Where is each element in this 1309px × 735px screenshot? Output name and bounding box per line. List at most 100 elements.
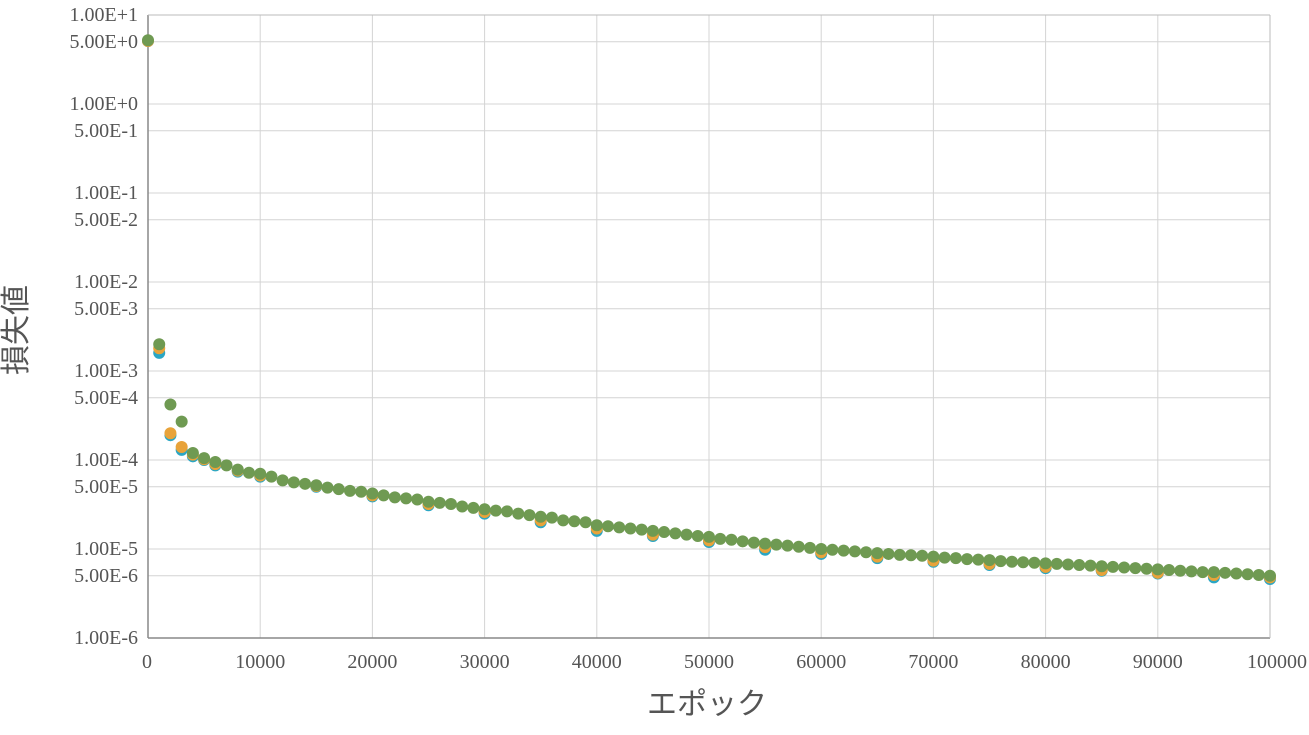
data-point-series-3: [456, 500, 469, 513]
data-point-series-3: [949, 552, 962, 565]
data-point-series-3: [848, 545, 861, 558]
data-point-series-3: [411, 493, 424, 506]
data-point-series-3: [826, 543, 839, 556]
x-tick-label: 60000: [796, 651, 846, 673]
data-point-series-3: [1073, 559, 1086, 572]
y-tick-label: 1.00E+0: [70, 93, 139, 115]
data-point-series-3: [153, 338, 166, 351]
data-point-series-3: [871, 547, 884, 560]
data-point-series-3: [1196, 566, 1209, 579]
data-point-series-3: [994, 555, 1007, 568]
data-point-series-3: [1252, 569, 1265, 582]
data-point-series-3: [860, 546, 873, 559]
data-point-series-3: [186, 446, 199, 459]
data-point-series-3: [1163, 564, 1176, 577]
data-point-series-3: [1151, 563, 1164, 576]
data-point-series-3: [882, 547, 895, 560]
data-point-series-3: [1241, 568, 1254, 581]
y-tick-label: 1.00E-4: [74, 449, 138, 471]
y-tick-label: 1.00E-5: [74, 538, 138, 560]
data-point-series-3: [1095, 560, 1108, 573]
data-point-series-3: [1129, 562, 1142, 575]
data-point-series-3: [310, 479, 323, 492]
data-point-series-3: [736, 535, 749, 548]
data-point-series-2: [164, 427, 177, 440]
data-point-series-3: [1264, 569, 1276, 582]
data-point-series-3: [613, 521, 626, 534]
x-tick-label: 90000: [1133, 651, 1183, 673]
data-point-series-3: [231, 463, 244, 476]
data-point-series-3: [377, 489, 390, 502]
data-point-series-3: [1219, 566, 1232, 579]
x-tick-label: 0: [142, 651, 152, 673]
data-point-series-3: [1185, 565, 1198, 578]
data-point-series-3: [938, 551, 951, 564]
data-point-series-3: [343, 484, 356, 497]
data-point-series-3: [512, 507, 525, 520]
data-point-series-3: [287, 476, 300, 489]
data-point-series-3: [602, 520, 615, 533]
y-tick-label: 1.00E-2: [74, 271, 138, 293]
data-point-series-3: [904, 549, 917, 562]
y-tick-label: 1.00E-1: [74, 182, 138, 204]
data-point-series-3: [332, 483, 345, 496]
x-tick-label: 10000: [235, 651, 285, 673]
x-tick-label: 50000: [684, 651, 734, 673]
data-point-series-3: [770, 538, 783, 551]
data-point-series-3: [1118, 561, 1131, 574]
y-tick-label: 5.00E-4: [74, 387, 138, 409]
data-point-series-3: [635, 523, 648, 536]
x-tick-label: 80000: [1021, 651, 1071, 673]
data-point-series-3: [747, 536, 760, 549]
data-point-series-3: [433, 496, 446, 509]
data-point-series-3: [175, 415, 188, 428]
data-point-series-3: [680, 528, 693, 541]
data-point-series-3: [534, 510, 547, 523]
data-point-series-3: [142, 34, 154, 47]
data-point-series-3: [961, 553, 974, 566]
data-point-series-3: [1005, 555, 1018, 568]
y-tick-label: 5.00E-1: [74, 120, 138, 142]
data-point-series-3: [198, 452, 211, 465]
data-point-series-3: [1084, 559, 1097, 572]
data-point-series-3: [1028, 556, 1041, 569]
y-tick-label: 5.00E+0: [70, 31, 139, 53]
data-point-series-3: [1017, 556, 1030, 569]
data-point-series-3: [1062, 558, 1075, 571]
data-point-series-3: [545, 511, 558, 524]
data-point-series-3: [646, 524, 659, 537]
data-point-series-3: [501, 505, 514, 518]
data-point-series-3: [658, 526, 671, 539]
data-point-series-2: [175, 440, 188, 453]
data-point-series-3: [478, 503, 491, 516]
data-point-series-3: [1174, 564, 1187, 577]
data-point-series-3: [1039, 557, 1052, 570]
data-point-series-3: [725, 533, 738, 546]
data-point-series-3: [321, 481, 334, 494]
y-tick-label: 5.00E-6: [74, 565, 138, 587]
data-point-series-3: [669, 527, 682, 540]
y-tick-label: 1.00E-3: [74, 360, 138, 382]
data-point-series-3: [254, 467, 267, 480]
y-tick-label: 5.00E-5: [74, 476, 138, 498]
data-point-series-3: [242, 466, 255, 479]
data-point-series-3: [579, 516, 592, 529]
data-point-series-3: [557, 514, 570, 527]
data-point-series-3: [1230, 567, 1243, 580]
x-tick-label: 100000: [1247, 651, 1307, 673]
data-point-series-3: [893, 548, 906, 561]
data-point-series-3: [792, 540, 805, 553]
data-point-series-3: [299, 477, 312, 490]
x-axis-title: エポック: [647, 687, 767, 722]
data-point-series-3: [422, 495, 435, 508]
data-point-series-3: [164, 398, 177, 411]
data-point-series-3: [276, 474, 289, 487]
data-point-series-3: [759, 537, 772, 550]
data-point-series-3: [1207, 566, 1220, 579]
data-point-series-3: [209, 455, 222, 468]
data-point-series-3: [590, 519, 603, 532]
data-point-series-3: [444, 498, 457, 511]
data-point-series-3: [983, 554, 996, 567]
data-point-series-3: [568, 515, 581, 528]
